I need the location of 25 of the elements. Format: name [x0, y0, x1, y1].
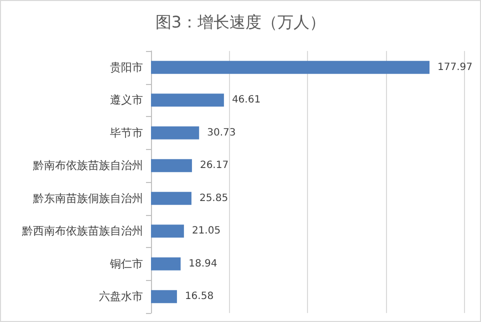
y-tick-label: 遵义市 — [110, 94, 143, 107]
bar — [151, 126, 200, 140]
data-label: 46.61 — [232, 94, 261, 106]
data-label: 26.17 — [200, 160, 229, 172]
data-label: 21.05 — [192, 226, 221, 237]
bar — [151, 94, 224, 107]
y-tick-label: 黔西南布依族苗族自治州 — [21, 224, 143, 238]
bar — [151, 159, 192, 172]
data-label: 177.97 — [438, 62, 473, 73]
y-tick-label: 贵阳市 — [110, 60, 143, 74]
bar — [151, 60, 430, 74]
bar — [151, 224, 184, 238]
y-tick-label: 黔南布依族苗族自治州 — [32, 159, 143, 172]
bar — [151, 290, 177, 304]
y-tick-label: 黔东南苗族侗族自治州 — [32, 192, 143, 205]
data-label: 25.85 — [199, 192, 228, 204]
y-tick-label: 六盘水市 — [99, 290, 143, 304]
y-tick-label: 毕节市 — [110, 126, 143, 140]
y-tick-label: 铜仁市 — [109, 257, 143, 270]
data-label: 18.94 — [188, 258, 218, 270]
bar — [151, 192, 192, 205]
data-label: 30.73 — [207, 127, 236, 138]
chart-title: 图3：增长速度（万人） — [155, 12, 326, 32]
bar — [151, 257, 181, 270]
data-label: 16.58 — [184, 291, 214, 302]
